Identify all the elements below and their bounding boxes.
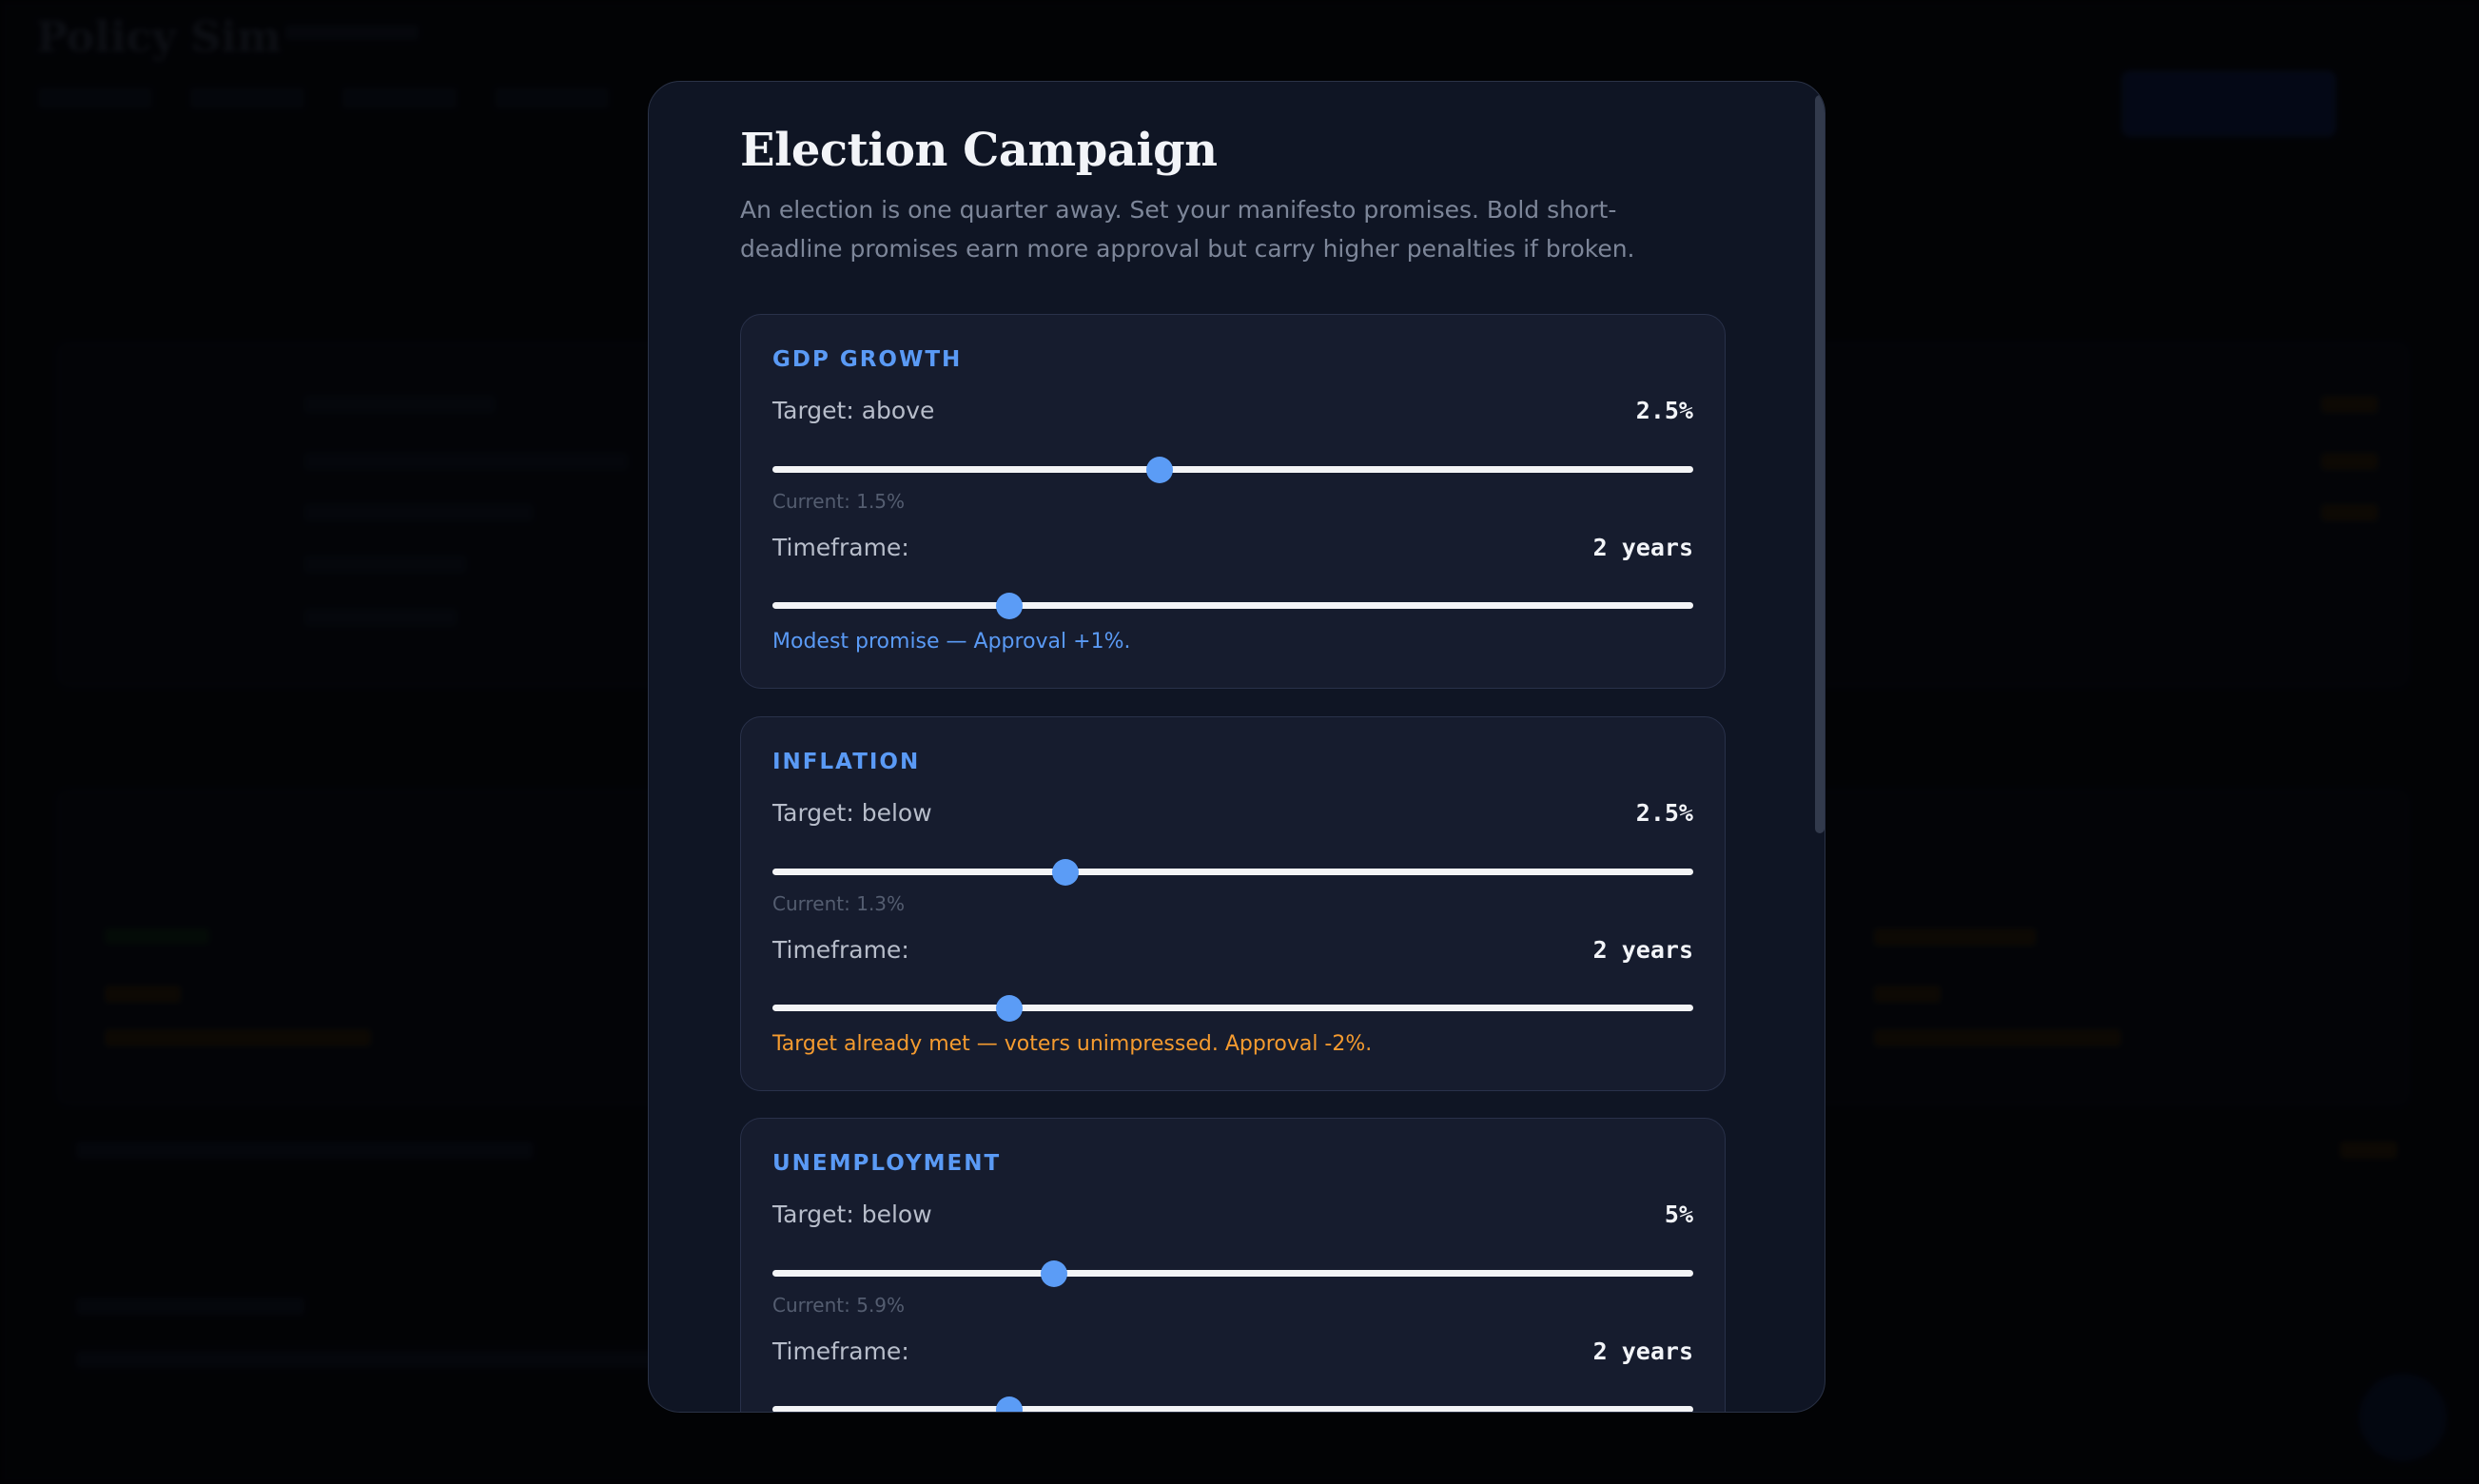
timeframe-value: 2 years [1592, 1338, 1693, 1365]
timeframe-label: Timeframe: [772, 936, 909, 964]
promise-card-inflation: INFLATION Target: below 2.5% Current: 1.… [740, 716, 1726, 1091]
target-label: Target: below [772, 1201, 932, 1228]
promise-card-gdp-growth: GDP GROWTH Target: above 2.5% Current: 1… [740, 314, 1726, 689]
timeframe-slider[interactable] [772, 1396, 1693, 1412]
election-campaign-modal: Election Campaign An election is one qua… [648, 81, 1825, 1413]
timeframe-slider[interactable] [772, 994, 1693, 1022]
timeframe-slider-thumb[interactable] [995, 994, 1023, 1022]
promise-name: UNEMPLOYMENT [772, 1151, 1002, 1176]
timeframe-value: 2 years [1592, 936, 1693, 964]
promise-feedback: Modest promise — Approval +1%. [772, 630, 1131, 654]
target-slider[interactable] [772, 456, 1693, 483]
target-label: Target: above [772, 397, 935, 424]
current-value: Current: 1.5% [772, 490, 906, 513]
target-slider-thumb[interactable] [1051, 858, 1079, 886]
promise-name: INFLATION [772, 750, 921, 774]
modal-scrollbar[interactable] [1815, 95, 1825, 833]
background-app-title: Policy Sim [36, 13, 282, 62]
target-slider-thumb[interactable] [1041, 1259, 1068, 1287]
modal-title: Election Campaign [740, 124, 1218, 177]
target-slider-thumb[interactable] [1145, 456, 1173, 483]
promise-name: GDP GROWTH [772, 347, 963, 372]
current-value: Current: 1.3% [772, 892, 906, 915]
target-value: 5% [1664, 1201, 1693, 1228]
modal-content: Election Campaign An election is one qua… [740, 122, 1726, 268]
current-value: Current: 5.9% [772, 1294, 906, 1317]
timeframe-label: Timeframe: [772, 534, 909, 561]
target-slider[interactable] [772, 1259, 1693, 1287]
target-value: 2.5% [1635, 799, 1693, 827]
timeframe-slider[interactable] [772, 592, 1693, 619]
target-slider[interactable] [772, 858, 1693, 886]
promise-feedback: Target already met — voters unimpressed.… [772, 1032, 1373, 1056]
promise-card-unemployment: UNEMPLOYMENT Target: below 5% Current: 5… [740, 1118, 1726, 1412]
timeframe-slider-thumb[interactable] [995, 1396, 1023, 1412]
target-label: Target: below [772, 799, 932, 827]
timeframe-value: 2 years [1592, 534, 1693, 561]
timeframe-slider-thumb[interactable] [995, 592, 1023, 619]
modal-description: An election is one quarter away. Set you… [740, 196, 1635, 263]
target-value: 2.5% [1635, 397, 1693, 424]
timeframe-label: Timeframe: [772, 1338, 909, 1365]
